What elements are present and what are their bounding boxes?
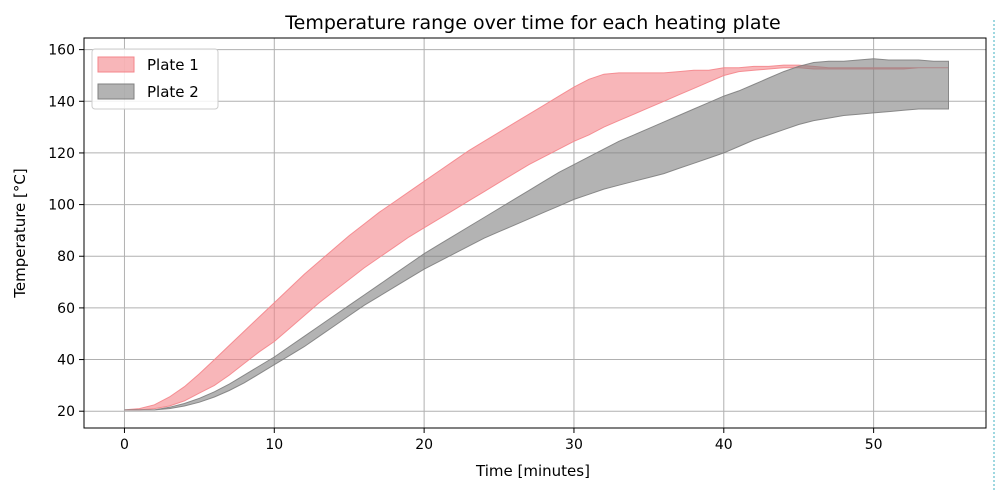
page-edge-dots: [993, 20, 995, 490]
series-band-plate-2: [124, 58, 949, 411]
axes-frame: [83, 37, 987, 429]
chart-title: Temperature range over time for each hea…: [284, 12, 780, 34]
y-tick-label: 60: [57, 301, 75, 317]
y-tick-label: 120: [48, 146, 75, 162]
x-tick-label: 0: [120, 437, 129, 453]
legend-swatch-plate-2: [97, 83, 135, 100]
x-tick-label: 30: [565, 437, 583, 453]
x-tick-label: 10: [265, 437, 283, 453]
legend-label-plate-2: Plate 2: [147, 83, 199, 101]
y-tick-label: 80: [57, 249, 75, 265]
legend-swatch-plate-1: [97, 56, 135, 73]
y-tick-label: 100: [48, 198, 75, 214]
x-tick-label: 40: [715, 437, 733, 453]
plot-area: 0 10 20 30 40 50 20 40 60 80 100 120 140 160: [48, 37, 987, 453]
series-band-plate-1: [124, 64, 949, 411]
legend: Plate 1 Plate 2: [91, 48, 219, 110]
y-axis-label: Temperature [°C]: [11, 168, 29, 298]
x-tick-label: 50: [865, 437, 883, 453]
x-tick-label: 20: [415, 437, 433, 453]
y-tick-label: 140: [48, 94, 75, 110]
y-tick-label: 40: [57, 353, 75, 369]
legend-label-plate-1: Plate 1: [147, 56, 199, 74]
x-axis-label: Time [minutes]: [475, 462, 590, 480]
y-tick-label: 160: [48, 43, 75, 59]
y-tick-label: 20: [57, 404, 75, 420]
